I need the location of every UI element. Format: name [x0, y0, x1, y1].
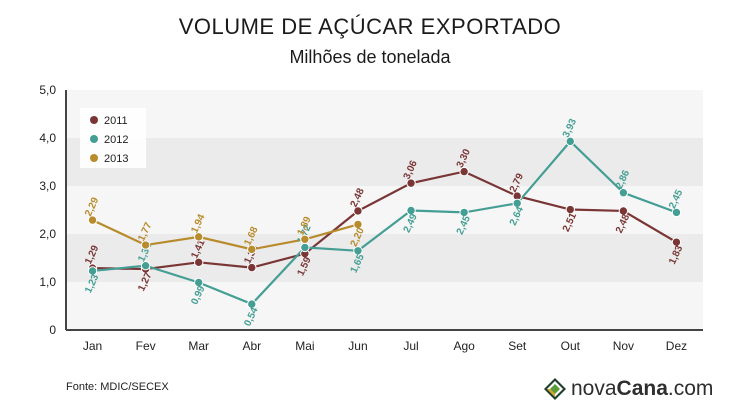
legend-label-2011: 2011 [104, 115, 128, 127]
y-tick-label: 5,0 [39, 83, 56, 97]
legend: 2011 2012 2013 [80, 108, 146, 168]
data-point-2013 [353, 219, 363, 230]
grid-band [66, 90, 703, 138]
data-point-2013 [194, 232, 204, 242]
data-point-2013 [140, 240, 151, 250]
grid-band [66, 282, 703, 330]
x-tick-label: Ago [453, 339, 475, 353]
legend-label-2013: 2013 [104, 153, 128, 165]
grid-band [66, 138, 703, 186]
chart-title: VOLUME DE AÇÚCAR EXPORTADO [178, 14, 562, 39]
data-point-2012 [618, 188, 629, 198]
data-point-2012 [671, 207, 682, 218]
data-point-2011 [459, 166, 469, 177]
series-line-2011 [92, 170, 678, 271]
y-tick-label: 3,0 [39, 179, 56, 193]
data-point-2013 [300, 234, 310, 244]
data-point-2011 [353, 206, 363, 216]
x-tick-label: Mai [295, 339, 314, 353]
source-note: Fonte: MDIC/SECEX [66, 381, 169, 393]
y-tick-label: 4,0 [39, 131, 56, 145]
x-tick-label: Jul [403, 339, 418, 353]
chart-subtitle: Milhões de tonelada [289, 47, 451, 67]
legend-label-2012: 2012 [104, 134, 128, 146]
legend-marker-2012 [90, 135, 98, 143]
data-point-2013 [247, 244, 257, 255]
data-point-2012 [565, 136, 575, 147]
x-tick-label: Set [508, 339, 527, 353]
diamond-logo-icon [544, 378, 566, 400]
series-line-2013 [92, 219, 359, 251]
grid-band [66, 234, 703, 282]
logo-wordmark: novaCana.com [571, 377, 713, 401]
logo-prefix: nova [571, 377, 617, 400]
data-point-2012 [140, 260, 151, 271]
data-point-2011 [194, 257, 204, 268]
data-point-2012 [353, 246, 363, 256]
data-point-2011 [671, 237, 682, 247]
legend-marker-2011 [90, 116, 98, 124]
data-point-2012 [247, 299, 257, 309]
y-tick-label: 0 [49, 323, 56, 337]
x-tick-label: Nov [613, 339, 634, 353]
data-point-2013 [87, 215, 98, 225]
y-tick-label: 2,0 [39, 227, 56, 241]
y-tick-label: 1,0 [39, 275, 56, 289]
data-point-2012 [194, 277, 204, 288]
data-point-2011 [406, 178, 416, 188]
data-point-2012 [512, 198, 522, 208]
x-tick-label: Jan [83, 339, 102, 353]
x-tick-label: Fev [136, 339, 156, 353]
logo-suffix: .com [667, 377, 714, 400]
data-point-2012 [459, 207, 469, 218]
x-tick-label: Out [561, 339, 581, 353]
data-point-2011 [618, 206, 629, 216]
data-point-2011 [247, 262, 257, 273]
logo-brand: Cana [616, 377, 668, 400]
data-point-2012 [87, 266, 98, 276]
data-point-2011 [565, 204, 575, 215]
data-point-2012 [406, 205, 416, 216]
x-tick-label: Jun [348, 339, 367, 353]
x-tick-label: Mar [188, 339, 209, 353]
x-tick-label: Dez [666, 339, 687, 353]
series-line-2012 [92, 139, 677, 306]
novacana-logo: novaCana.com [543, 377, 713, 401]
legend-marker-2013 [90, 154, 98, 162]
x-tick-label: Abr [242, 339, 261, 353]
